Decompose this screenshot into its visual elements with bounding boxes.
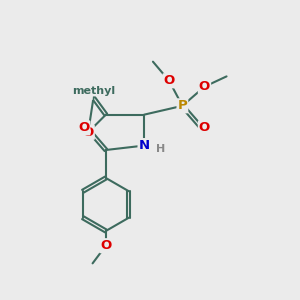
Text: O: O: [199, 122, 210, 134]
Text: O: O: [80, 86, 92, 99]
Text: N: N: [139, 139, 150, 152]
Text: O: O: [199, 80, 210, 93]
Text: O: O: [82, 126, 94, 139]
Text: methyl: methyl: [73, 85, 116, 95]
Text: O: O: [100, 239, 112, 252]
Text: P: P: [178, 99, 187, 112]
Text: O: O: [78, 122, 89, 134]
Text: H: H: [156, 143, 165, 154]
Text: O: O: [164, 74, 175, 87]
